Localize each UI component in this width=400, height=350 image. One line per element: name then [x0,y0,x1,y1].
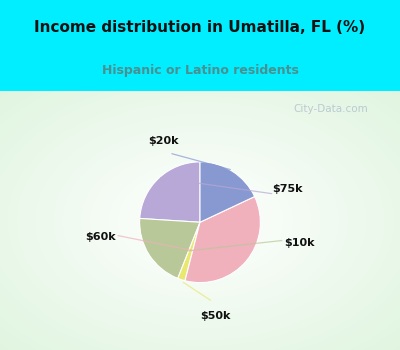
Wedge shape [140,162,200,222]
Text: Hispanic or Latino residents: Hispanic or Latino residents [102,64,298,77]
Wedge shape [185,197,260,282]
Text: Income distribution in Umatilla, FL (%): Income distribution in Umatilla, FL (%) [34,20,366,35]
Text: $20k: $20k [148,136,179,146]
Wedge shape [178,222,200,281]
Text: $50k: $50k [200,311,230,321]
Text: City-Data.com: City-Data.com [293,104,368,114]
Text: $10k: $10k [284,238,315,248]
Wedge shape [140,218,200,278]
Text: $60k: $60k [85,232,116,242]
Wedge shape [200,162,255,222]
Text: $75k: $75k [272,184,303,194]
